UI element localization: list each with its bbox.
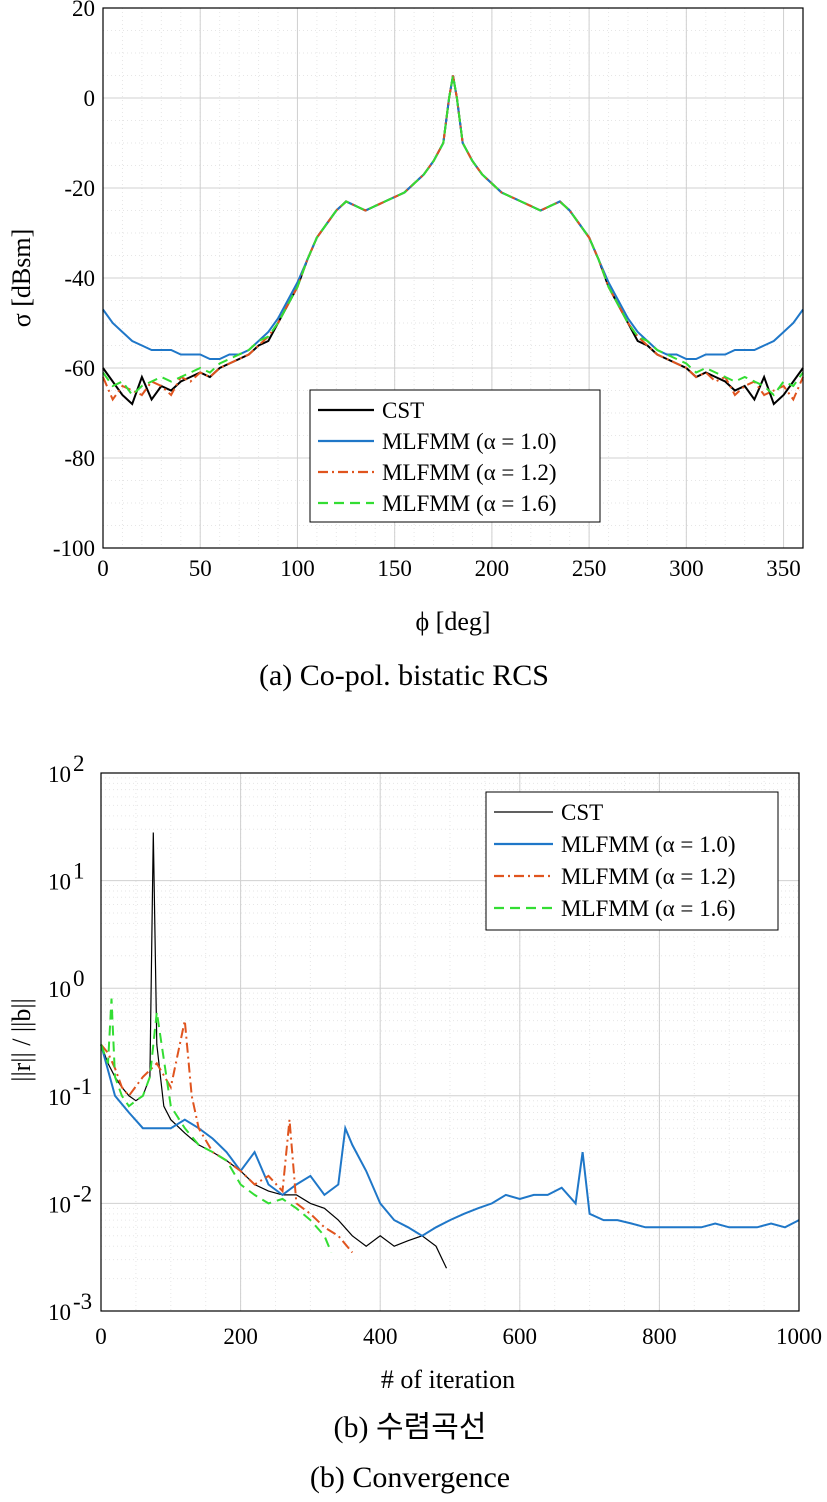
convergence-y-tick-exponent: 2	[73, 751, 85, 776]
rcs-legend-label: MLFMM (α = 1.6)	[382, 491, 557, 516]
rcs-y-label: σ [dBsm]	[7, 229, 36, 328]
convergence-legend: CST MLFMM (α = 1.0) MLFMM (α = 1.2) MLFMM (…	[485, 791, 779, 931]
rcs-legend-label: MLFMM (α = 1.2)	[382, 460, 557, 485]
convergence-x-tick-label: 1000	[776, 1324, 822, 1349]
convergence-x-tick-label: 0	[95, 1324, 107, 1349]
convergence-y-tick-base: 10	[48, 977, 71, 1002]
convergence-caption-ko: (b) 수렴곡선	[334, 1411, 487, 1444]
rcs-y-tick-label: -60	[64, 356, 95, 381]
rcs-series-line	[102, 75, 804, 397]
rcs-chart: 0 50 100 150 200 250 300 350200-20-40-60-80-100…	[7, 0, 804, 692]
convergence-series-line	[100, 832, 448, 1269]
rcs-y-tick-label: -100	[53, 536, 95, 561]
convergence-y-tick-exponent: -2	[73, 1181, 92, 1206]
convergence-x-tick-label: 400	[363, 1324, 398, 1349]
convergence-y-tick-base: 10	[48, 870, 71, 895]
rcs-x-tick-label: 200	[475, 556, 510, 581]
convergence-x-tick-label: 600	[503, 1324, 538, 1349]
rcs-y-tick-label: -80	[64, 446, 95, 471]
convergence-x-label: # of iteration	[381, 1365, 515, 1394]
convergence-legend-label: MLFMM (α = 1.2)	[561, 864, 736, 889]
rcs-y-tick-label: 0	[84, 86, 96, 111]
rcs-x-tick-label: 50	[189, 556, 212, 581]
convergence-y-tick-exponent: 0	[73, 966, 85, 991]
convergence-y-tick-exponent: -3	[73, 1289, 92, 1314]
rcs-x-tick-label: 300	[669, 556, 704, 581]
convergence-series-line	[100, 1044, 800, 1237]
rcs-x-tick-label: 150	[377, 556, 412, 581]
rcs-lines	[102, 75, 804, 406]
convergence-caption: (b) Convergence	[310, 1461, 510, 1494]
rcs-legend-box	[309, 389, 601, 523]
convergence-x-tick-label: 200	[223, 1324, 258, 1349]
rcs-x-tick-label: 250	[572, 556, 607, 581]
rcs-caption: (a) Co-pol. bistatic RCS	[259, 659, 549, 692]
rcs-y-tick-label: -20	[64, 176, 95, 201]
rcs-legend: CST MLFMM (α = 1.0) MLFMM (α = 1.2) MLFMM (…	[309, 389, 601, 523]
convergence-y-tick-base: 10	[48, 762, 71, 787]
convergence-y-tick-exponent: -1	[73, 1074, 92, 1099]
convergence-x-tick-label: 800	[642, 1324, 677, 1349]
rcs-axes-box	[102, 7, 804, 549]
convergence-series-line	[100, 998, 333, 1253]
rcs-legend-label: MLFMM (α = 1.0)	[382, 429, 557, 454]
convergence-axes-box	[100, 772, 800, 1312]
rcs-legend-label: CST	[382, 398, 424, 423]
convergence-lines	[100, 832, 800, 1269]
convergence-legend-label: CST	[561, 800, 603, 825]
convergence-y-tick-exponent: 1	[73, 859, 85, 884]
convergence-legend-label: MLFMM (α = 1.0)	[561, 832, 736, 857]
rcs-x-tick-label: 0	[97, 556, 109, 581]
rcs-series-line	[102, 75, 804, 402]
rcs-x-tick-label: 350	[766, 556, 801, 581]
convergence-legend-label: MLFMM (α = 1.6)	[561, 896, 736, 921]
convergence-y-tick-base: 10	[48, 1192, 71, 1217]
rcs-y-tick-label: 20	[72, 0, 95, 21]
convergence-y-tick-base: 10	[48, 1085, 71, 1110]
rcs-x-tick-label: 100	[280, 556, 315, 581]
rcs-y-tick-label: -40	[64, 266, 95, 291]
convergence-y-tick-base: 10	[48, 1300, 71, 1325]
rcs-x-label: ϕ [deg]	[415, 607, 490, 636]
convergence-y-label: ||r|| / ||b||	[7, 998, 36, 1082]
